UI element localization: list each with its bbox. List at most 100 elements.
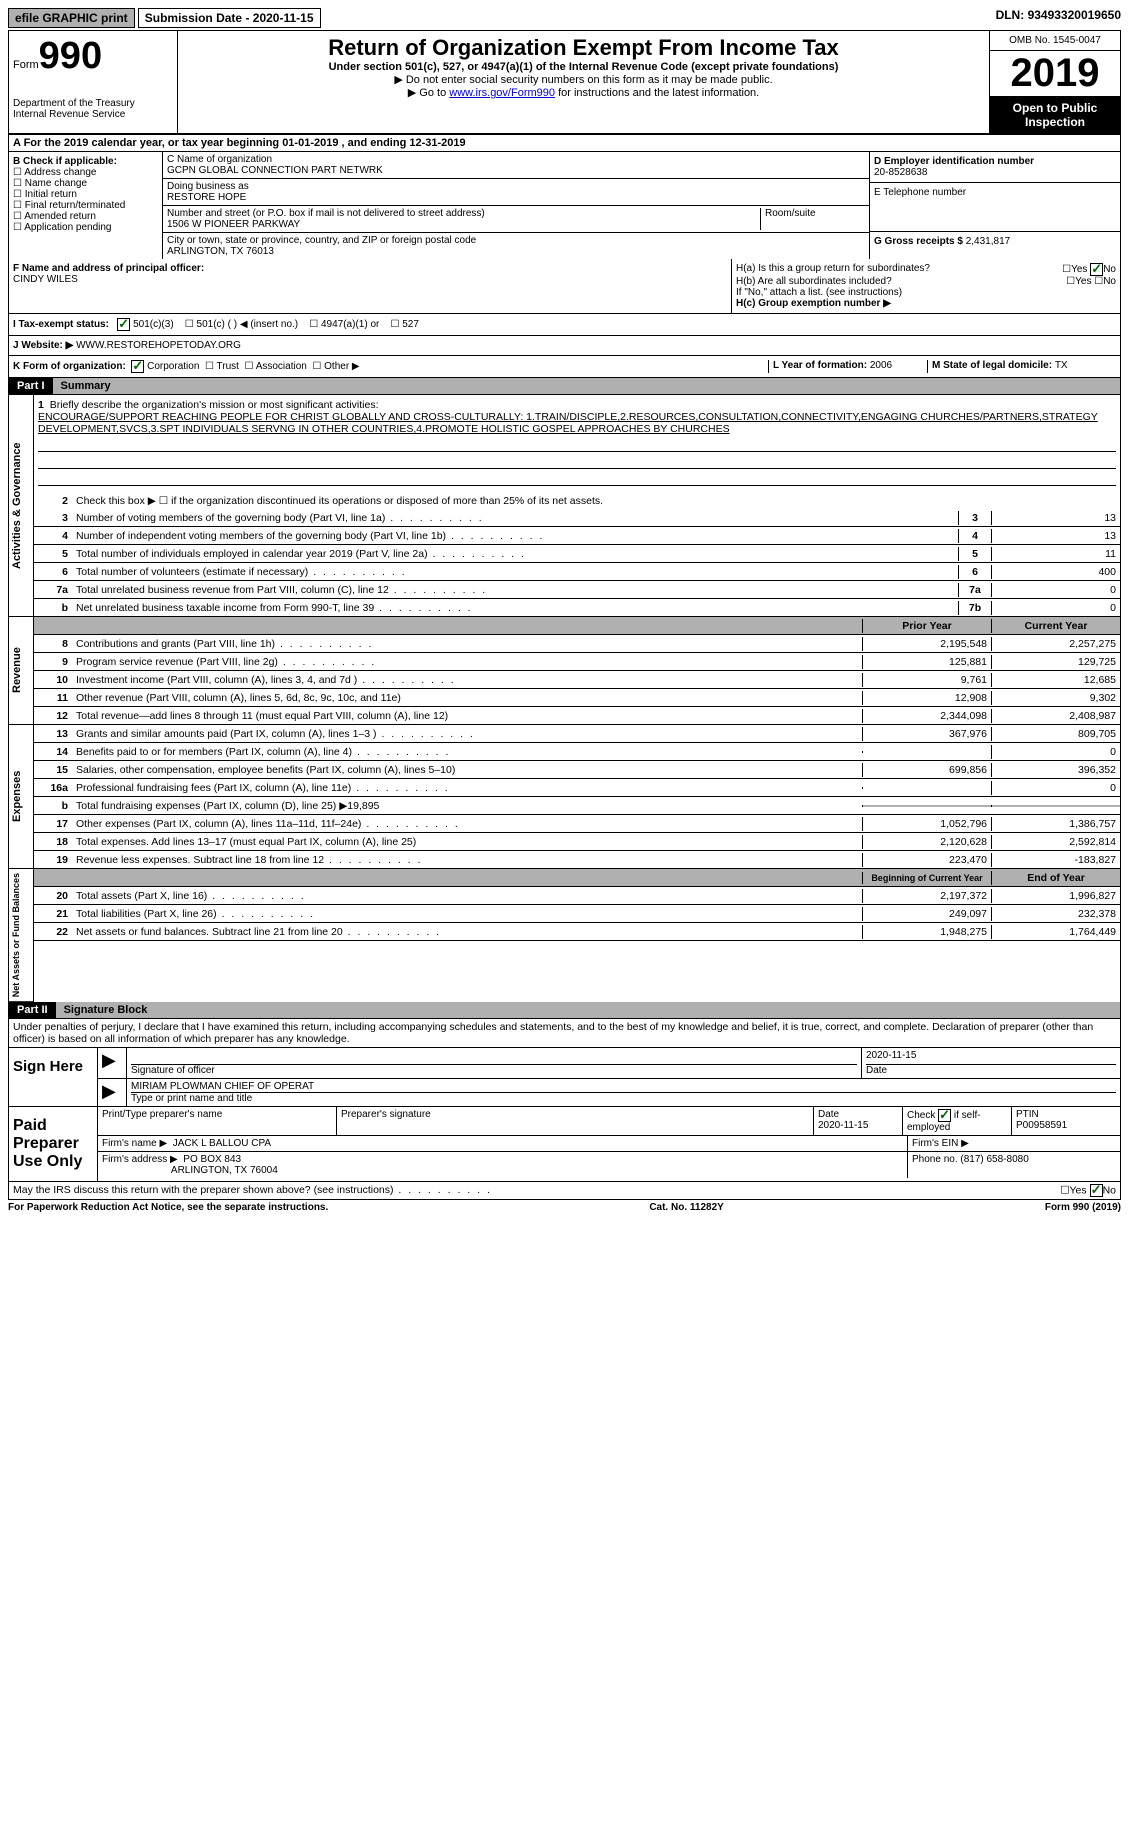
line16b: b Total fundraising expenses (Part IX, c…	[34, 797, 1120, 815]
tax-year: 2019	[990, 51, 1120, 97]
prep-row1: Print/Type preparer's name Preparer's si…	[98, 1107, 1120, 1136]
c-addr: Number and street (or P.O. box if mail i…	[163, 206, 869, 233]
m-val: TX	[1055, 360, 1068, 371]
line20-p: 2,197,372	[862, 889, 991, 903]
assoc: Association	[256, 361, 307, 372]
hb-label: H(b) Are all subordinates included?	[736, 276, 1066, 287]
line20-text: Total assets (Part X, line 16)	[72, 889, 862, 903]
line6-box: 6	[958, 565, 991, 579]
line5-box: 5	[958, 547, 991, 561]
line16a-c: 0	[991, 781, 1120, 795]
nah-text	[72, 877, 862, 879]
line6: 6 Total number of volunteers (estimate i…	[34, 563, 1120, 581]
tax-exempt-row: I Tax-exempt status: 501(c)(3) ☐ 501(c) …	[8, 314, 1121, 336]
mission-text: ENCOURAGE/SUPPORT REACHING PEOPLE FOR CH…	[38, 411, 1098, 435]
line12: 12 Total revenue—add lines 8 through 11 …	[34, 707, 1120, 725]
prior-header: Prior Year	[862, 619, 991, 633]
b-text-0: Address change	[24, 167, 96, 178]
ha-no-check	[1090, 263, 1103, 276]
sign-here-label: Sign Here	[9, 1048, 98, 1106]
line13-num: 13	[34, 727, 72, 741]
sig-date-cell: 2020-11-15 Date	[862, 1048, 1120, 1078]
sign-content: ▶ Signature of officer 2020-11-15 Date ▶…	[98, 1048, 1120, 1106]
c-dba-label: Doing business as	[167, 181, 865, 192]
blank3	[38, 471, 1116, 486]
part2-header-row: Part II Signature Block	[8, 1002, 1121, 1019]
no-text2: No	[1103, 276, 1116, 287]
part1-header-row: Part I Summary	[8, 378, 1121, 395]
line11-c: 9,302	[991, 691, 1120, 705]
part1-tag: Part I	[9, 378, 53, 394]
line8-text: Contributions and grants (Part VIII, lin…	[72, 637, 862, 651]
firm-name-label: Firm's name ▶	[102, 1138, 167, 1149]
line7a-box: 7a	[958, 583, 991, 597]
line19: 19 Revenue less expenses. Subtract line …	[34, 851, 1120, 869]
l-label: L Year of formation:	[773, 360, 870, 371]
b-text-2: Initial return	[25, 189, 77, 200]
line17-num: 17	[34, 817, 72, 831]
sig-date-val: 2020-11-15	[866, 1050, 1116, 1065]
line2-text: Check this box ▶ ☐ if the organization d…	[72, 494, 1120, 508]
b-text-4: Amended return	[24, 211, 96, 222]
sig-officer-cell: Signature of officer	[127, 1048, 862, 1078]
activities-content: 1 Briefly describe the organization's mi…	[34, 395, 1121, 617]
h-note: If "No," attach a list. (see instruction…	[736, 287, 1116, 298]
may-irs-options: ☐Yes No	[1060, 1184, 1116, 1197]
d-ein: D Employer identification number 20-8528…	[870, 152, 1120, 183]
phone-cell: Phone no. (817) 658-8080	[908, 1152, 1120, 1178]
inst1: ▶ Do not enter social security numbers o…	[182, 73, 985, 86]
c-name-label: C Name of organization	[167, 154, 865, 165]
line1: 1 Briefly describe the organization's mi…	[34, 395, 1120, 492]
sig-line	[131, 1050, 857, 1065]
501c3-check	[117, 318, 130, 331]
line4: 4 Number of independent voting members o…	[34, 527, 1120, 545]
line22-num: 22	[34, 925, 72, 939]
c-city-label: City or town, state or province, country…	[167, 235, 865, 246]
line21-p: 249,097	[862, 907, 991, 921]
hb-row: H(b) Are all subordinates included? ☐Yes…	[736, 276, 1116, 287]
dln: DLN: 93493320019650	[996, 8, 1121, 22]
ha-yes: ☐Yes No	[1062, 263, 1116, 276]
firm-name-cell: Firm's name ▶ JACK L BALLOU CPA	[98, 1136, 908, 1151]
irs-no: No	[1103, 1184, 1116, 1196]
line15: 15 Salaries, other compensation, employe…	[34, 761, 1120, 779]
line21: 21 Total liabilities (Part X, line 26) 2…	[34, 905, 1120, 923]
blank2	[38, 454, 1116, 469]
line10-text: Investment income (Part VIII, column (A)…	[72, 673, 862, 687]
line4-num: 4	[34, 529, 72, 543]
line9-p: 125,881	[862, 655, 991, 669]
vlabel-activities: Activities & Governance	[9, 395, 34, 617]
expenses-content: 13 Grants and similar amounts paid (Part…	[34, 725, 1121, 869]
box-b-title: B Check if applicable:	[13, 156, 158, 167]
firm-name-val: JACK L BALLOU CPA	[173, 1138, 271, 1149]
self-emp-check	[938, 1109, 951, 1122]
hc-label: H(c) Group exemption number ▶	[736, 298, 1116, 309]
line7b-num: b	[34, 601, 72, 615]
box-f: F Name and address of principal officer:…	[9, 259, 732, 313]
may-irs-row: May the IRS discuss this return with the…	[8, 1182, 1121, 1200]
b-item-4: ☐ Amended return	[13, 211, 158, 222]
opt1: 501(c)(3)	[133, 319, 174, 330]
sign-here-section: Sign Here ▶ Signature of officer 2020-11…	[8, 1048, 1121, 1107]
line13-c: 809,705	[991, 727, 1120, 741]
inst2: ▶ Go to www.irs.gov/Form990 for instruct…	[182, 86, 985, 99]
line20: 20 Total assets (Part X, line 16) 2,197,…	[34, 887, 1120, 905]
line19-text: Revenue less expenses. Subtract line 18 …	[72, 853, 862, 867]
firm-ein-label: Firm's EIN ▶	[908, 1136, 1120, 1151]
line13-text: Grants and similar amounts paid (Part IX…	[72, 727, 862, 741]
line14-p	[862, 751, 991, 753]
form-label: Form	[13, 59, 39, 71]
ptin-label: PTIN	[1016, 1109, 1116, 1120]
m-cell: M State of legal domicile: TX	[928, 360, 1116, 373]
efile-btn[interactable]: efile GRAPHIC print	[8, 8, 135, 28]
firm-addr-label: Firm's address ▶	[102, 1154, 178, 1165]
check-if-text: Check if self-employed	[907, 1110, 981, 1133]
line10-c: 12,685	[991, 673, 1120, 687]
line7b-val: 0	[991, 601, 1120, 615]
line21-num: 21	[34, 907, 72, 921]
irs-link[interactable]: www.irs.gov/Form990	[449, 87, 555, 99]
line15-p: 699,856	[862, 763, 991, 777]
line1-label: Briefly describe the organization's miss…	[50, 399, 379, 411]
sig-row1: ▶ Signature of officer 2020-11-15 Date	[98, 1048, 1120, 1079]
vlabel-revenue: Revenue	[9, 617, 34, 725]
